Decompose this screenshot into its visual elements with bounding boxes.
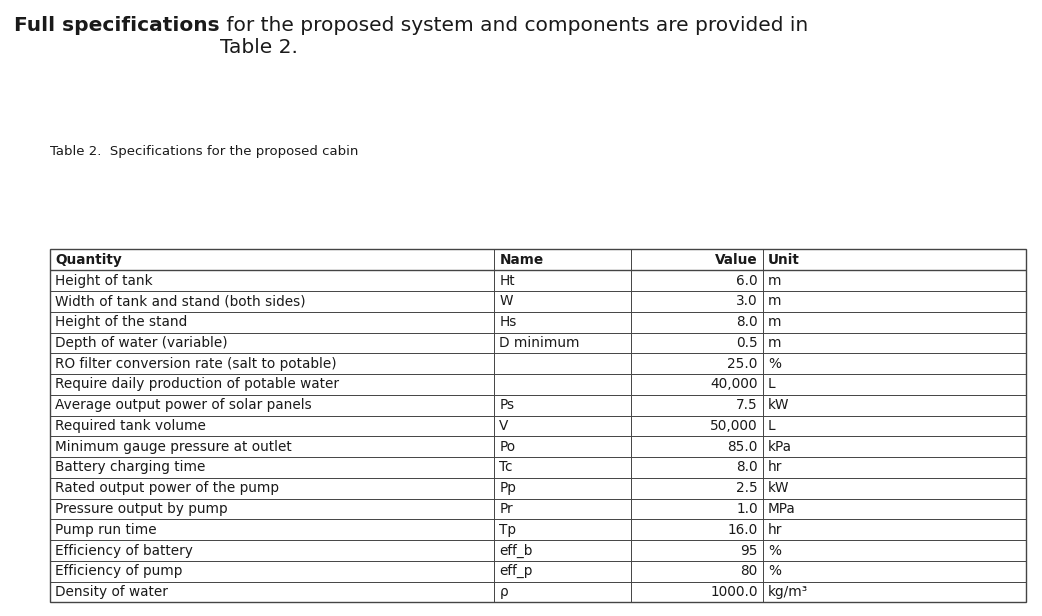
Text: kPa: kPa bbox=[768, 440, 792, 454]
Text: Height of tank: Height of tank bbox=[55, 274, 152, 288]
Text: 7.5: 7.5 bbox=[736, 398, 758, 412]
Text: ρ: ρ bbox=[499, 585, 507, 599]
Text: Pr: Pr bbox=[499, 502, 513, 516]
Text: 25.0: 25.0 bbox=[727, 357, 758, 371]
Text: for the proposed system and components are provided in
Table 2.: for the proposed system and components a… bbox=[220, 16, 808, 57]
Text: Pp: Pp bbox=[499, 481, 516, 495]
Text: eff_b: eff_b bbox=[499, 543, 532, 557]
Text: 95: 95 bbox=[740, 543, 758, 557]
Text: 1000.0: 1000.0 bbox=[711, 585, 758, 599]
Text: V: V bbox=[499, 419, 508, 433]
Text: %: % bbox=[768, 357, 780, 371]
Text: 2.5: 2.5 bbox=[736, 481, 758, 495]
Text: 8.0: 8.0 bbox=[736, 315, 758, 329]
Text: Required tank volume: Required tank volume bbox=[55, 419, 206, 433]
Text: Hs: Hs bbox=[499, 315, 517, 329]
Text: Pump run time: Pump run time bbox=[55, 523, 156, 537]
Text: Rated output power of the pump: Rated output power of the pump bbox=[55, 481, 279, 495]
Text: Po: Po bbox=[499, 440, 516, 454]
Text: Value: Value bbox=[715, 253, 758, 267]
Text: Unit: Unit bbox=[768, 253, 799, 267]
Text: hr: hr bbox=[768, 523, 783, 537]
Text: Table 2.  Specifications for the proposed cabin: Table 2. Specifications for the proposed… bbox=[50, 145, 358, 158]
Text: 40,000: 40,000 bbox=[711, 378, 758, 391]
Text: MPa: MPa bbox=[768, 502, 795, 516]
Text: 80: 80 bbox=[741, 564, 758, 578]
Text: kg/m³: kg/m³ bbox=[768, 585, 808, 599]
Text: m: m bbox=[768, 336, 782, 350]
Text: Minimum gauge pressure at outlet: Minimum gauge pressure at outlet bbox=[55, 440, 292, 454]
Text: Quantity: Quantity bbox=[55, 253, 122, 267]
Text: Name: Name bbox=[499, 253, 543, 267]
Text: kW: kW bbox=[768, 398, 789, 412]
Text: 3.0: 3.0 bbox=[736, 294, 758, 309]
Text: Height of the stand: Height of the stand bbox=[55, 315, 188, 329]
Text: 1.0: 1.0 bbox=[736, 502, 758, 516]
Text: RO filter conversion rate (salt to potable): RO filter conversion rate (salt to potab… bbox=[55, 357, 337, 371]
Text: Density of water: Density of water bbox=[55, 585, 168, 599]
Text: Ps: Ps bbox=[499, 398, 515, 412]
Text: m: m bbox=[768, 294, 782, 309]
Text: 16.0: 16.0 bbox=[727, 523, 758, 537]
Text: Efficiency of pump: Efficiency of pump bbox=[55, 564, 182, 578]
Text: 8.0: 8.0 bbox=[736, 461, 758, 474]
Text: L: L bbox=[768, 378, 775, 391]
Text: Battery charging time: Battery charging time bbox=[55, 461, 205, 474]
Text: Pressure output by pump: Pressure output by pump bbox=[55, 502, 227, 516]
Text: L: L bbox=[768, 419, 775, 433]
Text: Efficiency of battery: Efficiency of battery bbox=[55, 543, 193, 557]
Text: D minimum: D minimum bbox=[499, 336, 579, 350]
Text: 85.0: 85.0 bbox=[727, 440, 758, 454]
Text: 6.0: 6.0 bbox=[736, 274, 758, 288]
Text: Depth of water (variable): Depth of water (variable) bbox=[55, 336, 227, 350]
Text: Require daily production of potable water: Require daily production of potable wate… bbox=[55, 378, 339, 391]
Text: %: % bbox=[768, 543, 780, 557]
Text: Width of tank and stand (both sides): Width of tank and stand (both sides) bbox=[55, 294, 305, 309]
Text: 0.5: 0.5 bbox=[736, 336, 758, 350]
Text: eff_p: eff_p bbox=[499, 564, 532, 578]
Text: m: m bbox=[768, 315, 782, 329]
Bar bbox=[50, 249, 1026, 602]
Text: kW: kW bbox=[768, 481, 789, 495]
Text: W: W bbox=[499, 294, 513, 309]
Text: hr: hr bbox=[768, 461, 783, 474]
Text: m: m bbox=[768, 274, 782, 288]
Text: %: % bbox=[768, 564, 780, 578]
Text: 50,000: 50,000 bbox=[711, 419, 758, 433]
Text: Average output power of solar panels: Average output power of solar panels bbox=[55, 398, 312, 412]
Text: Tp: Tp bbox=[499, 523, 516, 537]
Text: Ht: Ht bbox=[499, 274, 515, 288]
Text: Tc: Tc bbox=[499, 461, 513, 474]
Text: Full specifications: Full specifications bbox=[14, 16, 220, 35]
